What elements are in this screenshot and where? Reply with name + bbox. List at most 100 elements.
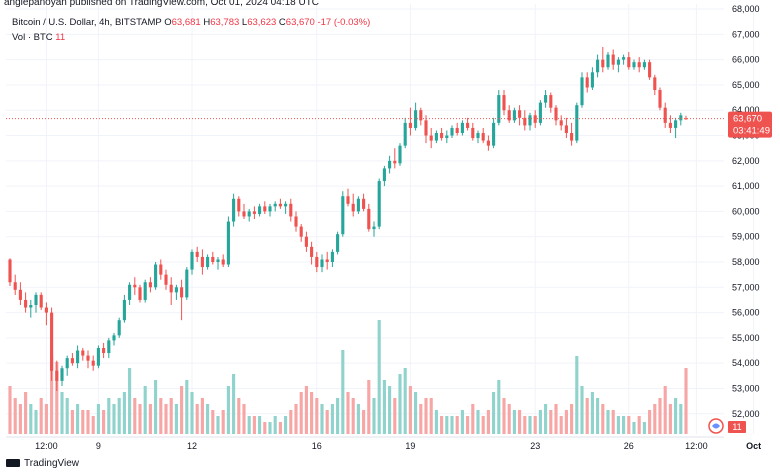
volume-bar — [356, 404, 360, 434]
volume-bar — [544, 404, 548, 434]
volume-bar — [455, 416, 459, 434]
price-axis[interactable]: 52,000 53,000 54,000 55,000 56,000 57,000 58,0… — [732, 4, 760, 419]
volume-bar — [622, 416, 626, 434]
candle-body — [606, 54, 610, 68]
price-tag-price: 63,670 — [733, 114, 762, 125]
candle-body — [247, 211, 251, 217]
candle-body — [377, 181, 381, 227]
volume-bar — [450, 416, 454, 434]
volume-bar — [393, 398, 397, 434]
volume-bar — [29, 404, 33, 434]
y-tick-label: 65,000 — [732, 80, 760, 90]
y-tick-label: 68,000 — [732, 4, 760, 14]
candle-body — [398, 145, 402, 164]
x-tick-label: 12:00 — [685, 441, 708, 451]
volume-bar — [320, 404, 324, 434]
candle-body — [564, 125, 568, 133]
candle-body — [112, 335, 116, 341]
legend-volume-label[interactable]: Vol · BTC — [12, 32, 53, 43]
volume-bar — [382, 380, 386, 434]
candle-body — [315, 256, 319, 268]
volume-bar — [128, 368, 132, 434]
candle-body — [18, 289, 22, 300]
time-axis[interactable]: 12:00 9 12 16 19 23 26 12:00 Oct — [6, 436, 761, 451]
grid — [6, 4, 755, 434]
candle-body — [440, 133, 444, 139]
legend-volume-value: 11 — [55, 32, 66, 43]
candle-body — [580, 77, 584, 106]
candle-body — [466, 122, 470, 128]
volume-bar — [570, 404, 574, 434]
y-tick-label: 53,000 — [732, 383, 760, 393]
volume-bar — [554, 404, 558, 434]
candle-body — [684, 118, 688, 120]
candle-body — [128, 284, 132, 300]
y-tick-label: 62,000 — [732, 156, 760, 166]
volume-bar — [668, 404, 672, 434]
candle-body — [159, 264, 163, 275]
volume-bar — [211, 410, 215, 434]
candle-body — [533, 115, 537, 123]
candle-body — [663, 107, 667, 123]
candle-body — [518, 110, 522, 118]
candle-body — [65, 358, 69, 369]
volume-bar — [466, 416, 470, 434]
candle-body — [294, 216, 298, 227]
volume-bar — [429, 398, 433, 434]
volume-bar — [159, 398, 163, 434]
candle-body — [206, 256, 210, 268]
candle-body — [512, 110, 516, 121]
price-tag-countdown: 03:41:49 — [733, 126, 770, 137]
y-tick-label: 60,000 — [732, 206, 760, 216]
volume-bar — [174, 404, 178, 434]
candle-body — [611, 54, 615, 65]
volume-bar — [679, 404, 683, 434]
legend-symbol[interactable]: Bitcoin / U.S. Dollar, 4h, BITSTAMP — [12, 17, 162, 28]
candle-body — [668, 122, 672, 128]
volume-bar — [533, 416, 537, 434]
volume-bar — [403, 368, 407, 434]
candle-body — [585, 77, 589, 88]
volume-bar — [419, 404, 423, 434]
y-tick-label: 67,000 — [732, 29, 760, 39]
candle-body — [211, 256, 215, 262]
candle-body — [648, 62, 652, 78]
flag-icon[interactable] — [708, 418, 724, 434]
volume-bar — [242, 404, 246, 434]
candle-body — [164, 274, 168, 285]
volume-bar — [55, 362, 59, 434]
candle-body — [96, 348, 100, 366]
volume-bar — [315, 398, 319, 434]
volume-bar — [76, 404, 80, 434]
y-tick-label: 56,000 — [732, 308, 760, 318]
x-tick-label: 23 — [530, 441, 540, 451]
x-tick-label: 12 — [187, 441, 197, 451]
volume-bar — [117, 398, 121, 434]
volume-bar — [247, 416, 251, 434]
volume-bar — [424, 398, 428, 434]
candle-body — [341, 196, 345, 235]
volume-bar — [60, 392, 64, 434]
volume-bar — [70, 410, 74, 434]
candle-body — [107, 340, 111, 354]
volume-bar — [18, 404, 22, 434]
candle-body — [476, 133, 480, 139]
volume-bar — [24, 392, 28, 434]
candle-body — [122, 299, 126, 321]
candle-body — [460, 122, 464, 133]
volume-bar — [408, 386, 412, 434]
volume-bar — [460, 410, 464, 434]
candle-body — [304, 236, 308, 247]
candle-body — [190, 251, 194, 270]
volume-bar — [268, 422, 272, 434]
volume-bar — [34, 410, 38, 434]
volume-bar — [278, 422, 282, 434]
volume-bar — [195, 404, 199, 434]
candle-body — [200, 256, 204, 268]
volume-bar — [325, 410, 329, 434]
candle-body — [34, 294, 38, 305]
volume-bar — [559, 416, 563, 434]
footer-brand-text: TradingView — [24, 458, 80, 469]
